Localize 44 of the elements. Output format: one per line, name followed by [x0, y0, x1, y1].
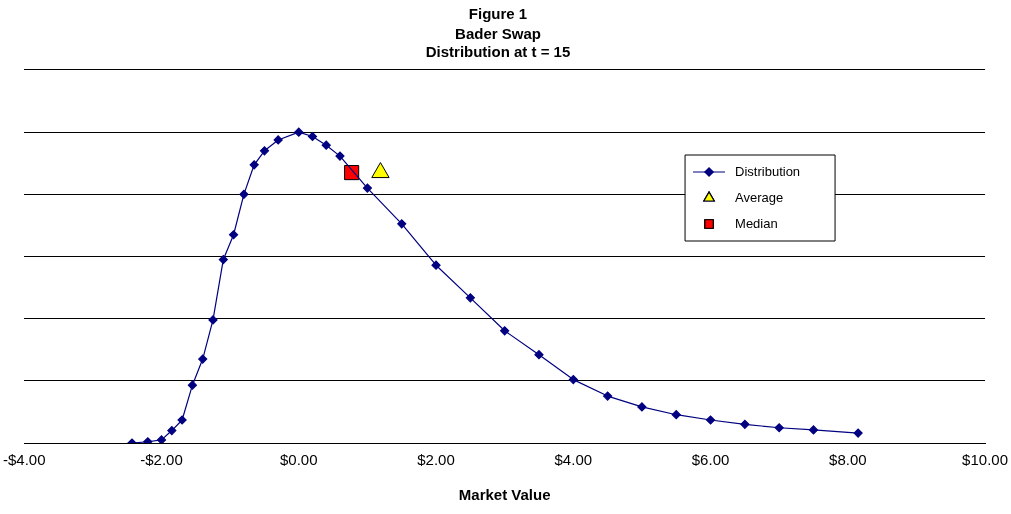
point: [259, 146, 270, 156]
point: [534, 350, 544, 360]
x-tick-label: $2.00: [417, 451, 455, 469]
point: [294, 127, 304, 137]
point: [198, 354, 208, 364]
legend-label: Distribution: [735, 163, 801, 179]
point: [249, 160, 259, 170]
chart-subtitle: Bader Swap Distribution at t = 15: [425, 25, 571, 61]
x-tick-label: $0.00: [280, 451, 318, 469]
x-tick-label: $10.00: [962, 451, 1009, 469]
point: [208, 315, 218, 325]
point: [465, 293, 475, 303]
point: [156, 435, 167, 443]
point: [603, 391, 613, 401]
point: [808, 425, 819, 435]
point: [853, 428, 863, 438]
point: [273, 135, 283, 145]
point: [774, 423, 784, 433]
point: [500, 326, 510, 336]
point: [431, 260, 441, 270]
point: [239, 189, 249, 199]
point: [177, 415, 187, 425]
point: [187, 380, 198, 390]
legend-label: Average: [735, 189, 784, 205]
point: [218, 255, 228, 265]
chart-title: Figure 1: [468, 5, 528, 23]
point: [228, 230, 239, 240]
x-tick-label: $4.00: [554, 451, 593, 469]
point: [705, 415, 716, 425]
point: [335, 151, 345, 161]
point: [568, 374, 578, 385]
legend-label: Median: [735, 215, 778, 231]
point: [671, 410, 681, 420]
x-tick-label: -$4.00: [2, 451, 46, 469]
point: [397, 219, 407, 229]
point: [167, 425, 177, 436]
point: [362, 183, 373, 193]
point: [740, 419, 750, 429]
x-axis-title: Market Value: [458, 486, 551, 504]
x-tick-label: $6.00: [691, 451, 730, 469]
x-tick-label: -$2.00: [140, 451, 183, 469]
point: [637, 402, 647, 412]
point: [321, 140, 331, 150]
x-tick-label: $8.00: [829, 451, 867, 469]
